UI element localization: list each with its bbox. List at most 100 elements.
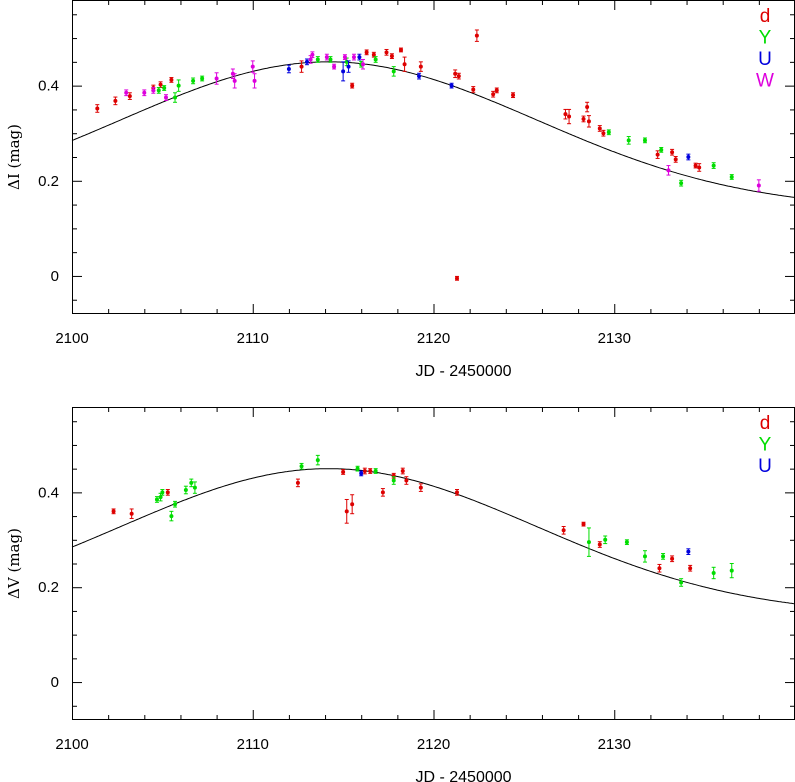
data-point <box>373 57 378 62</box>
data-point <box>471 87 476 92</box>
data-point <box>129 511 134 516</box>
data-point <box>679 580 684 585</box>
data-point <box>361 62 366 67</box>
y-axis-title: ΔV (mag) <box>5 528 23 599</box>
legend-entry-d: d <box>760 6 771 27</box>
data-point <box>169 77 174 82</box>
data-point <box>154 497 159 502</box>
data-point <box>310 52 315 57</box>
y-tick-label: 0.2 <box>38 173 59 190</box>
legend-entry-W: W <box>756 71 774 92</box>
data-point <box>304 59 309 64</box>
data-point <box>418 64 423 69</box>
data-point <box>494 88 499 93</box>
legend-entry-Y: Y <box>759 28 772 49</box>
data-point <box>581 522 586 527</box>
data-point <box>232 78 237 83</box>
data-point <box>113 98 118 103</box>
data-point <box>581 116 586 121</box>
data-point <box>342 55 347 60</box>
chart-panel-delta-v: 2100 2110 2120 2130 0 0.2 0.4 JD - 2450000 ΔV (m… <box>5 407 795 782</box>
data-point <box>350 83 355 88</box>
data-point <box>400 469 405 474</box>
data-point <box>127 94 132 99</box>
data-point <box>368 469 373 474</box>
model-curve <box>71 468 795 605</box>
data-point <box>606 130 611 135</box>
series-d <box>111 467 693 573</box>
data-point <box>158 82 163 87</box>
x-tick-label: 2130 <box>598 330 631 347</box>
data-point <box>597 126 602 131</box>
data-point <box>341 469 346 474</box>
data-point <box>162 86 167 91</box>
data-point <box>328 57 333 62</box>
data-point <box>351 55 356 60</box>
x-tick-label: 2100 <box>55 736 88 753</box>
data-point <box>384 50 389 55</box>
series-W <box>124 51 761 192</box>
legend-entry-U: U <box>758 456 772 477</box>
data-point <box>183 487 188 492</box>
data-point <box>601 131 606 136</box>
x-tick-label: 2120 <box>417 330 450 347</box>
data-point <box>111 509 116 514</box>
series-Y <box>156 56 734 187</box>
data-point <box>341 69 346 74</box>
data-point <box>711 570 716 575</box>
data-point <box>586 540 591 545</box>
data-point <box>315 458 320 463</box>
data-point <box>192 485 197 490</box>
data-point <box>163 95 168 100</box>
data-point <box>344 509 349 514</box>
series-U <box>286 53 691 161</box>
data-point <box>642 554 647 559</box>
legend-entry-Y: Y <box>759 435 772 456</box>
data-point <box>657 566 662 571</box>
legend-entry-U: U <box>758 49 772 70</box>
data-point <box>200 76 205 81</box>
data-point <box>453 71 458 76</box>
data-point <box>250 64 255 69</box>
data-point <box>402 62 407 67</box>
data-point <box>404 478 409 483</box>
series-Y <box>154 454 734 587</box>
data-point <box>688 566 693 571</box>
data-point <box>686 155 691 159</box>
data-point <box>603 537 608 542</box>
data-point <box>585 105 590 110</box>
data-point <box>173 502 178 507</box>
data-point <box>491 92 496 97</box>
data-point <box>561 528 566 533</box>
data-point <box>346 64 351 69</box>
legend-entry-d: d <box>760 413 771 434</box>
data-point <box>160 490 165 495</box>
data-point <box>449 83 454 88</box>
data-point <box>563 112 568 117</box>
data-point <box>252 78 257 83</box>
data-point <box>350 502 355 507</box>
y-tick-label: 0.4 <box>38 484 59 501</box>
x-tick-label: 2110 <box>237 736 269 753</box>
chart-panel-delta-i: 2100 2110 2120 2130 0 0.2 0.4 JD - 2450000 ΔI (m… <box>5 0 795 380</box>
data-point <box>373 469 378 474</box>
data-point <box>693 163 698 168</box>
data-point <box>315 57 320 62</box>
data-point <box>359 471 364 476</box>
data-point <box>299 464 304 469</box>
data-point <box>679 181 684 186</box>
data-point <box>95 106 100 111</box>
data-point <box>165 490 170 495</box>
data-point <box>697 165 702 170</box>
x-axis-title: JD - 2450000 <box>415 769 511 782</box>
data-point <box>567 114 572 119</box>
data-point <box>142 90 147 95</box>
data-point <box>586 119 591 124</box>
data-point <box>456 74 461 79</box>
plot-frame <box>72 407 795 720</box>
data-point <box>474 33 479 38</box>
y-axis-title: ΔI (mag) <box>5 124 23 190</box>
data-point <box>391 69 396 74</box>
data-point <box>357 55 362 60</box>
data-point <box>371 52 376 57</box>
